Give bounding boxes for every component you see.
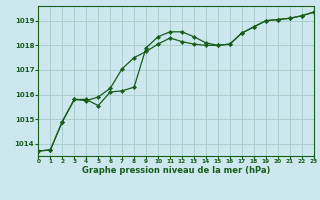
X-axis label: Graphe pression niveau de la mer (hPa): Graphe pression niveau de la mer (hPa) bbox=[82, 166, 270, 175]
